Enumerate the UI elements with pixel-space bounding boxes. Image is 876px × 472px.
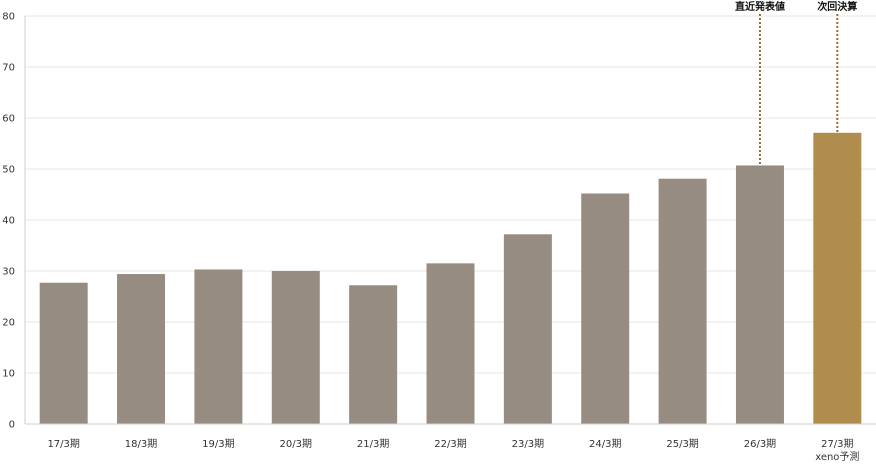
y-tick-label: 10 — [2, 369, 15, 380]
x-tick-label: 23/3期 — [512, 438, 544, 450]
x-tick-label: 26/3期 — [744, 438, 776, 450]
annotation-label: 直近発表値 — [735, 0, 785, 13]
bar — [271, 271, 320, 424]
bar — [735, 165, 784, 424]
y-tick-label: 30 — [2, 267, 15, 278]
bar — [813, 132, 862, 425]
y-tick-label: 0 — [9, 420, 15, 431]
y-tick-label: 80 — [2, 12, 15, 23]
x-tick-label: 24/3期 — [589, 438, 621, 450]
bar — [581, 193, 630, 424]
x-tick-label: 27/3期 — [821, 438, 853, 450]
bar — [503, 234, 552, 424]
x-tick-label: 21/3期 — [357, 438, 389, 450]
bar — [39, 282, 88, 424]
y-tick-label: 50 — [2, 165, 15, 176]
y-axis: 0 10 20 30 40 50 60 70 80 — [2, 12, 26, 431]
annotation-label: 次回決算 — [817, 0, 857, 13]
bar — [426, 263, 475, 424]
bars — [39, 132, 862, 425]
y-tick-label: 70 — [2, 63, 15, 74]
bar — [117, 274, 166, 424]
x-tick-label: 25/3期 — [666, 438, 698, 450]
bar — [194, 269, 243, 424]
annotations: 直近発表値 次回決算 — [735, 0, 857, 166]
y-tick-label: 20 — [2, 318, 15, 329]
x-tick-label: 22/3期 — [434, 438, 466, 450]
y-tick-label: 40 — [2, 216, 15, 227]
x-tick-label: 19/3期 — [202, 438, 234, 450]
x-tick-label: 18/3期 — [125, 438, 157, 450]
x-tick-label: 20/3期 — [280, 438, 312, 450]
x-tick-label: 17/3期 — [47, 438, 79, 450]
y-tick-label: 60 — [2, 114, 15, 125]
x-axis: 17/3期 18/3期 19/3期 20/3期 21/3期 22/3期 23/3期 24/3期… — [25, 423, 876, 463]
bar — [658, 178, 707, 424]
x-tick-sublabel: xeno予測 — [815, 450, 859, 463]
bar — [349, 285, 398, 424]
